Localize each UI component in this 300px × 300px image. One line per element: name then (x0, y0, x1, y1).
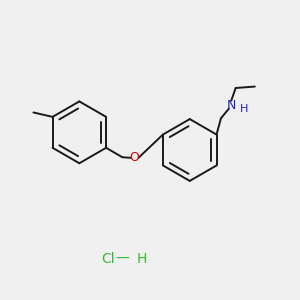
Text: H: H (137, 252, 147, 266)
Text: Cl: Cl (101, 252, 115, 266)
Text: —: — (115, 252, 129, 266)
Text: N: N (226, 99, 236, 112)
Text: H: H (239, 103, 248, 114)
Text: O: O (130, 151, 140, 164)
